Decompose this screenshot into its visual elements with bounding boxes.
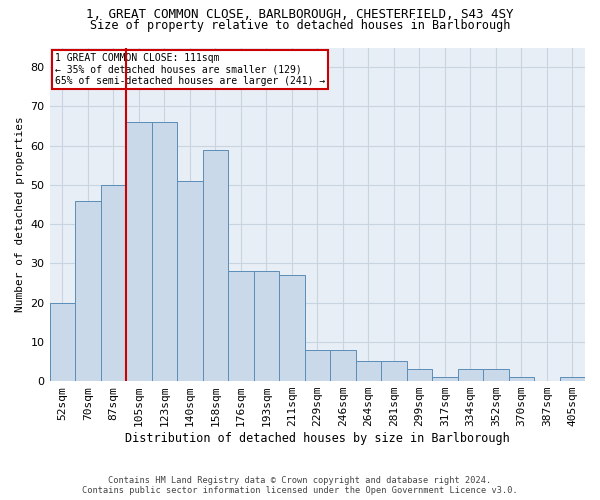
Bar xyxy=(203,150,228,381)
Bar xyxy=(356,362,381,381)
Bar xyxy=(305,350,330,381)
Bar xyxy=(560,377,585,381)
Bar xyxy=(279,275,305,381)
Bar xyxy=(381,362,407,381)
Bar xyxy=(152,122,177,381)
Text: 1 GREAT COMMON CLOSE: 111sqm
← 35% of detached houses are smaller (129)
65% of s: 1 GREAT COMMON CLOSE: 111sqm ← 35% of de… xyxy=(55,52,325,86)
Bar xyxy=(101,185,126,381)
Bar xyxy=(228,271,254,381)
Bar xyxy=(432,377,458,381)
Bar xyxy=(509,377,534,381)
Bar xyxy=(126,122,152,381)
Bar xyxy=(330,350,356,381)
Bar xyxy=(458,370,483,381)
Bar xyxy=(254,271,279,381)
Bar xyxy=(75,200,101,381)
Y-axis label: Number of detached properties: Number of detached properties xyxy=(15,116,25,312)
Bar xyxy=(407,370,432,381)
Text: Contains HM Land Registry data © Crown copyright and database right 2024.
Contai: Contains HM Land Registry data © Crown c… xyxy=(82,476,518,495)
Bar xyxy=(177,181,203,381)
Bar xyxy=(483,370,509,381)
Text: 1, GREAT COMMON CLOSE, BARLBOROUGH, CHESTERFIELD, S43 4SY: 1, GREAT COMMON CLOSE, BARLBOROUGH, CHES… xyxy=(86,8,514,20)
Bar xyxy=(50,302,75,381)
Text: Size of property relative to detached houses in Barlborough: Size of property relative to detached ho… xyxy=(90,18,510,32)
X-axis label: Distribution of detached houses by size in Barlborough: Distribution of detached houses by size … xyxy=(125,432,509,445)
